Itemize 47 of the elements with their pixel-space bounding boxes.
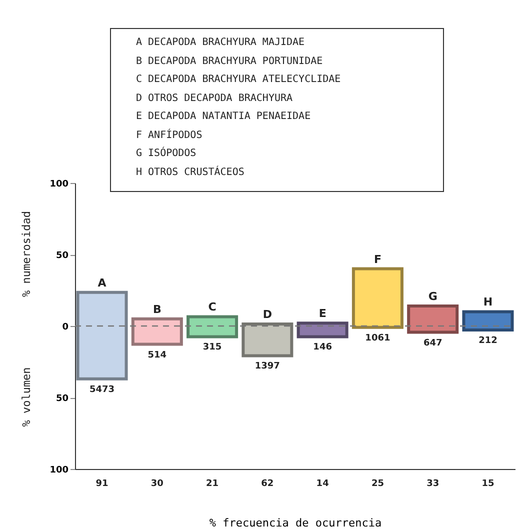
x-tick-label: A [98,276,107,290]
text: 30 [150,479,164,489]
text: G ISÓPODOS [136,146,198,161]
annotation: 212 [478,336,498,346]
x-tick-label: B [152,302,162,316]
x-tick-label: H [483,296,493,309]
annotation: 315 [202,342,222,353]
text: 33 [426,479,440,489]
bar [186,315,238,338]
annotation: 647 [423,338,442,348]
text: E DECAPODA NATANTIA PENAEIDAE [136,110,312,124]
x-tick-label: G [428,290,438,303]
y2-axis-title: % volumen [20,367,33,427]
text: 15 [482,479,494,489]
text: 91 [96,479,108,489]
y-tick-label: 50 [56,394,68,404]
y-tick-label: 100 [50,180,68,190]
text: A DECAPODA BRACHYURA MAJIDAE [136,36,306,50]
text: H OTROS CRUSTÁCEOS [136,164,246,180]
annotation: 146 [313,342,332,353]
text: 21 [206,479,219,489]
y-tick-label: 100 [50,466,68,476]
text: C DECAPODA BRACHYURA ATELECYCLIDAE [136,73,342,87]
bar [296,322,348,338]
annotation: 5473 [89,384,115,395]
bar [407,304,459,334]
text: 25 [371,479,384,489]
y-tick-label: 50 [56,251,68,261]
annotation: 1397 [254,362,280,372]
annotation: 1061 [365,333,390,344]
y-axis-title: % numerosidad [20,210,33,298]
bar [352,267,404,329]
x-tick-label: F [374,252,382,266]
text: 14 [316,479,329,489]
bar [131,317,183,346]
text: F ANFÍPODOS [136,128,204,142]
y-tick-label: 0 [62,322,68,332]
text: B DECAPODA BRACHYURA PORTUNIDAE [136,54,324,68]
bar [76,290,128,380]
x-tick-label: C [208,300,216,314]
bar [462,310,514,332]
x-tick-label: D [262,308,272,321]
x-axis-title: % frecuencia de ocurrencia [209,516,382,529]
x-tick-label: E [318,307,326,320]
annotation: 514 [148,350,167,360]
text: D OTROS DECAPODA BRACHYURA [136,92,294,106]
text: 62 [261,479,274,489]
